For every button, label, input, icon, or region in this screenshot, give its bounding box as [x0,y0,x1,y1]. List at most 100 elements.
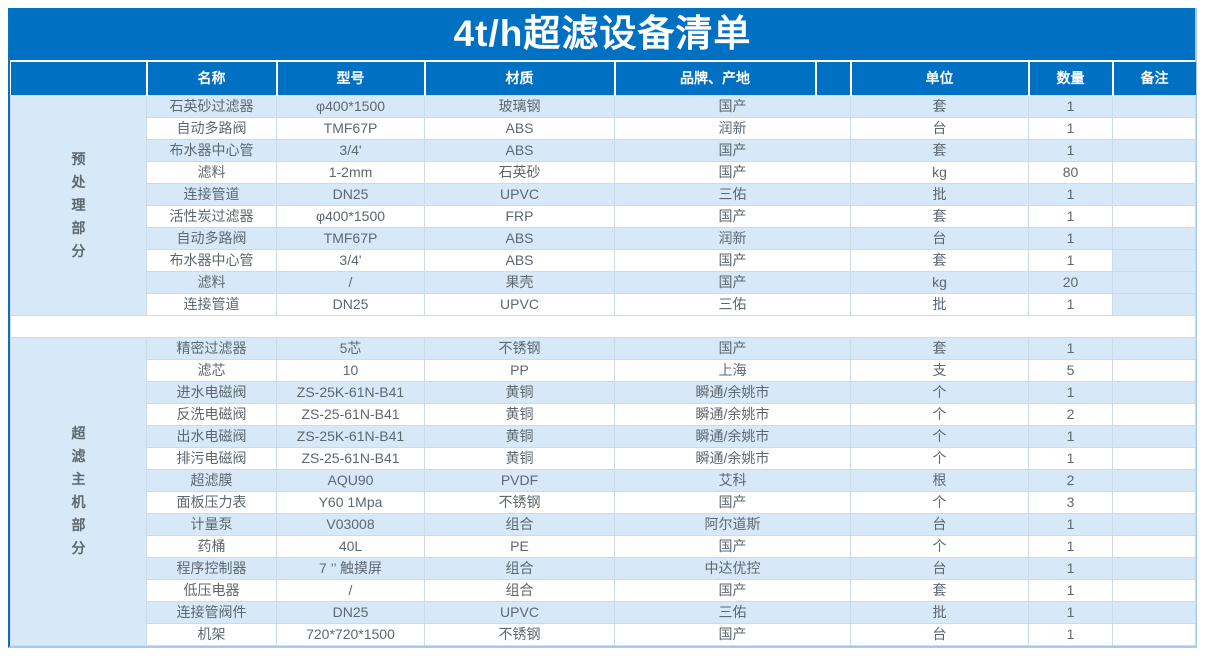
cell-name: 进水电磁阀 [146,380,277,404]
cell-brand: 瞬通/余姚市 [614,424,851,448]
section-separator-row [10,314,1196,338]
col-header-qty: 数量 [1028,62,1114,95]
cell-qty: 1 [1028,380,1113,404]
cell-qty: 1 [1028,138,1113,162]
cell-material: PP [424,358,615,382]
cell-brand: 阿尔道斯 [614,512,851,536]
cell-note [1112,160,1196,184]
cell-model: ZS-25-61N-B41 [276,446,425,470]
cell-name: 计量泵 [146,512,277,536]
cell-material: 组合 [424,556,615,580]
cell-brand: 国产 [614,204,851,228]
cell-name: 反洗电磁阀 [146,402,277,426]
cell-name: 连接管道 [146,292,277,316]
cell-brand: 瞬通/余姚市 [614,402,851,426]
table-row: 自动多路阀 TMF67P ABS 润新台 1 [11,226,1196,250]
cell-unit: 批 [850,600,1029,624]
section-label: 预处理部分 [10,94,147,316]
table-row: 滤料 1-2mm 石英砂 国产 kg 80 [11,160,1196,184]
cell-brand: 国产 [614,160,851,184]
cell-note [1112,424,1196,448]
cell-qty: 20 [1028,270,1113,294]
cell-name: 滤料 [146,270,277,294]
cell-material: PVDF [424,468,615,492]
cell-name: 连接管阀件 [146,600,277,624]
cell-note [1112,468,1196,492]
cell-name: 滤料 [146,160,277,184]
cell-material: FRP [424,204,615,228]
cell-qty: 1 [1028,94,1113,118]
cell-material: ABS [424,248,615,272]
cell-model: TMF67P [276,226,425,250]
cell-model: DN25 [276,600,425,624]
cell-unit: 台 [850,226,1029,250]
cell-qty: 1 [1028,622,1113,646]
cell-note [1112,116,1196,140]
cell-material: 黄铜 [424,446,615,470]
cell-model: φ400*1500 [276,94,425,118]
section-label-char: 机 [71,494,86,510]
cell-model: TMF67P [276,116,425,140]
cell-material: PE [424,534,615,558]
table-row: 连接管道 DN25 UPVC 三佑批 1 [11,182,1196,206]
cell-unit: kg [850,160,1029,184]
table-row: 超滤膜 AQU90 PVDF 艾科根 2 [11,468,1196,492]
cell-note [1112,270,1196,294]
cell-name: 超滤膜 [146,468,277,492]
cell-unit: 个 [850,534,1029,558]
cell-name: 活性炭过滤器 [146,204,277,228]
cell-note [1112,578,1196,602]
cell-material: 石英砂 [424,160,615,184]
cell-material: 组合 [424,578,615,602]
cell-material: 组合 [424,512,615,536]
cell-material: UPVC [424,292,615,316]
cell-model: DN25 [276,292,425,316]
cell-qty: 1 [1028,182,1113,206]
col-header-name: 名称 [146,62,278,95]
table-row: 程序控制器 7 ’’ 触摸屏 组合 中达优控台 1 [11,556,1196,580]
cell-brand: 国产 [614,336,851,360]
cell-model: DN25 [276,182,425,206]
cell-qty: 2 [1028,468,1113,492]
section-label-char: 预 [71,150,86,167]
cell-unit: 个 [850,490,1029,514]
section-label: 超滤主机部分 [10,336,147,646]
cell-qty: 1 [1028,512,1113,536]
cell-note [1112,204,1196,228]
cell-note [1112,94,1196,118]
cell-qty: 1 [1028,226,1113,250]
table-row: 活性炭过滤器 φ400*1500 FRP 国产套 1 [11,204,1196,228]
cell-qty: 1 [1028,578,1113,602]
cell-unit: 套 [850,94,1029,118]
cell-brand: 瞬通/余姚市 [614,446,851,470]
table-row: 机架 720*720*1500 不锈钢 国产台 1 [11,622,1196,646]
table-header-row: 名称 型号 材质 品牌、产地 单位 数量 备注 [10,62,1196,95]
cell-name: 布水器中心管 [146,138,277,162]
cell-note [1112,292,1196,316]
cell-brand: 中达优控 [614,556,851,580]
col-header-note: 备注 [1112,62,1196,95]
cell-unit: 台 [850,622,1029,646]
section-label-char: 处 [71,173,86,190]
cell-brand: 三佑 [614,600,851,624]
table-row: 出水电磁阀 ZS-25K-61N-B41 黄铜 瞬通/余姚市个 1 [11,424,1196,448]
equipment-table: 名称 型号 材质 品牌、产地 单位 数量 备注 预处理部分石英砂过滤器 φ400*1500 玻璃… [10,62,1196,646]
cell-unit: 个 [850,402,1029,426]
cell-brand: 润新 [614,116,851,140]
cell-note [1112,248,1196,272]
cell-note [1112,358,1196,382]
cell-unit: 台 [850,512,1029,536]
cell-brand: 国产 [614,578,851,602]
col-header-model: 型号 [276,62,426,95]
col-header-section-blank [10,62,148,95]
section-separator-cell [10,314,1196,338]
cell-qty: 1 [1028,248,1113,272]
cell-name: 连接管道 [146,182,277,206]
cell-unit: 套 [850,578,1029,602]
spreadsheet: 4t/h超滤设备清单 名称 型号 材质 品牌、产地 单位 数量 备注 预处理部分石英砂过滤器… [8,8,1197,648]
cell-model: φ400*1500 [276,204,425,228]
cell-qty: 1 [1028,292,1113,316]
table-row: 面板压力表 Y60 1Mpa 不锈钢 国产个 3 [11,490,1196,514]
section-label-char: 分 [71,540,86,556]
cell-model: ZS-25K-61N-B41 [276,380,425,404]
